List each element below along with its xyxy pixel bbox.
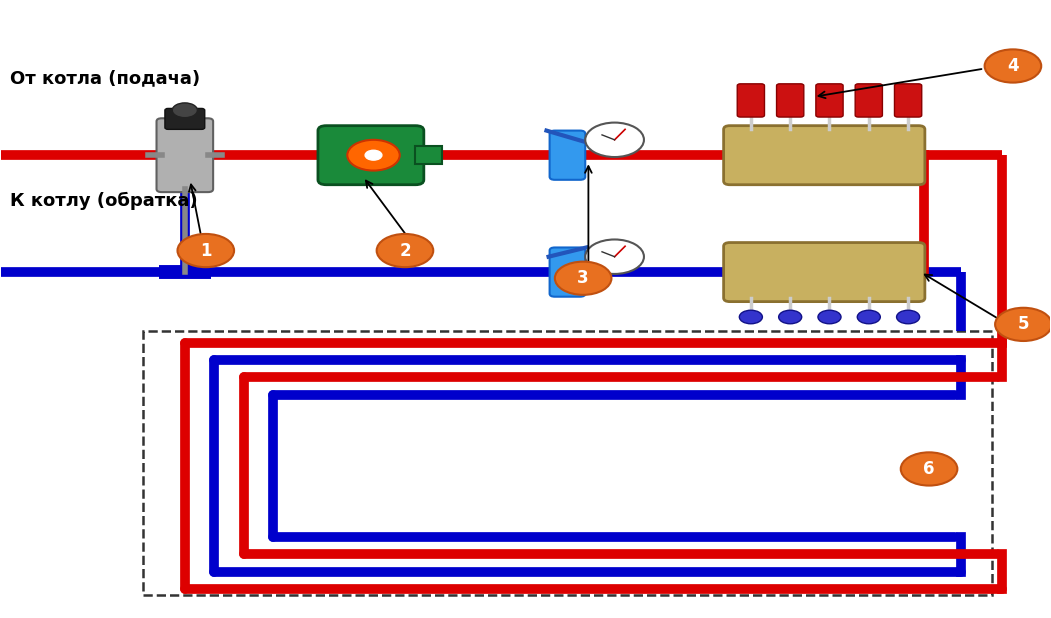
FancyBboxPatch shape xyxy=(165,108,205,129)
Circle shape xyxy=(376,234,433,267)
Circle shape xyxy=(985,49,1042,83)
Circle shape xyxy=(897,310,920,324)
FancyBboxPatch shape xyxy=(143,331,992,595)
Text: 1: 1 xyxy=(200,242,211,260)
FancyBboxPatch shape xyxy=(777,84,804,117)
FancyBboxPatch shape xyxy=(318,125,424,185)
Circle shape xyxy=(585,122,644,157)
Text: 5: 5 xyxy=(1017,315,1029,333)
Circle shape xyxy=(347,140,399,171)
Circle shape xyxy=(739,310,762,324)
Circle shape xyxy=(555,261,612,295)
FancyBboxPatch shape xyxy=(157,118,213,192)
FancyBboxPatch shape xyxy=(415,146,441,164)
Circle shape xyxy=(818,310,841,324)
Text: К котлу (обратка): К котлу (обратка) xyxy=(9,192,198,210)
FancyBboxPatch shape xyxy=(816,84,843,117)
Circle shape xyxy=(858,310,881,324)
FancyBboxPatch shape xyxy=(724,125,925,185)
FancyBboxPatch shape xyxy=(550,130,585,180)
Circle shape xyxy=(779,310,802,324)
FancyBboxPatch shape xyxy=(724,242,925,302)
Text: 3: 3 xyxy=(577,269,589,287)
Circle shape xyxy=(995,308,1051,341)
FancyBboxPatch shape xyxy=(856,84,883,117)
Text: 4: 4 xyxy=(1007,57,1018,75)
Circle shape xyxy=(172,103,198,117)
Text: От котла (подача): От котла (подача) xyxy=(9,69,200,87)
Text: 6: 6 xyxy=(924,460,934,478)
FancyBboxPatch shape xyxy=(894,84,922,117)
FancyBboxPatch shape xyxy=(737,84,764,117)
Text: 2: 2 xyxy=(399,242,411,260)
FancyBboxPatch shape xyxy=(550,247,585,297)
Circle shape xyxy=(585,240,644,274)
Circle shape xyxy=(901,452,957,486)
Circle shape xyxy=(365,150,382,160)
Circle shape xyxy=(178,234,234,267)
